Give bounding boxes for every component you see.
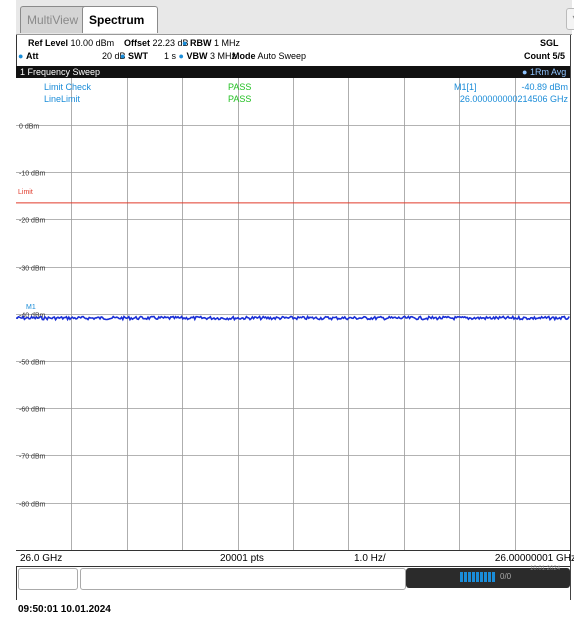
rbw: ● RBW 1 MHz: [182, 38, 240, 48]
screenshot-timestamp: 09:50:01 10.01.2024: [18, 604, 111, 615]
window-title: 1 Frequency Sweep: [20, 67, 101, 77]
limit-check-label: Limit Check: [44, 82, 92, 92]
y-axis-label: -10 dBm: [19, 171, 46, 178]
measurement-settings: Ref Level 10.00 dBm Offset 22.23 dB ● RB…: [18, 35, 570, 65]
marker-name: M1[1]: [454, 82, 477, 92]
ref-level: Ref Level 10.00 dBm: [28, 38, 115, 48]
sgl-indicator: SGL: [540, 38, 559, 48]
start-frequency: 26.0 GHz: [20, 553, 63, 564]
tab-multiview-label: MultiView: [27, 13, 79, 27]
tab-spectrum[interactable]: Spectrum: [82, 6, 158, 33]
window-title-bar: 1 Frequency Sweep ● 1Rm Avg: [16, 66, 570, 78]
progress-bar: [460, 572, 496, 582]
y-axis-label: -60 dBm: [19, 407, 46, 414]
marker-frequency: 26.000000000214506 GHz: [460, 94, 569, 104]
sweep-mode: Mode Auto Sweep: [232, 51, 307, 61]
status-message-field[interactable]: [80, 568, 406, 590]
y-axis-label: -40 dBm: [19, 313, 46, 320]
chevron-down-icon[interactable]: ▾: [566, 8, 574, 30]
swt: ● SWT: [120, 51, 148, 61]
span-per-division: 1.0 Hz/: [354, 553, 386, 564]
spectrum-graph: 0 dBm -10 dBm -20 dBm -30 dBm -40 dBm -50 dBm…: [16, 78, 570, 550]
sweep-count: Count 5/5: [524, 51, 566, 61]
status-value: 0/0: [500, 572, 512, 581]
right-panel-strip: [570, 0, 574, 600]
status-field-left[interactable]: [18, 568, 78, 590]
offset: Offset 22.23 dB: [124, 38, 189, 48]
spectrum-plot[interactable]: 0 dBm -10 dBm -20 dBm -30 dBm -40 dBm -50 dBm…: [16, 78, 570, 550]
tab-multiview[interactable]: MultiView: [20, 6, 94, 50]
tab-spectrum-label: Spectrum: [89, 13, 145, 27]
limit-line-label: Limit: [18, 189, 33, 196]
trace-indicator: ● 1Rm Avg: [522, 67, 567, 77]
left-panel-strip: [0, 0, 17, 600]
tab-bar: MultiView Spectrum ▾: [16, 0, 574, 50]
spectrum-trace: [16, 314, 570, 322]
line-limit-label: LineLimit: [44, 94, 81, 104]
marker-tag: M1: [26, 304, 36, 311]
swt-value: 1 s ● VBW 3 MHz: [164, 51, 237, 61]
y-axis-label: -70 dBm: [19, 454, 46, 461]
y-axis-label: 0 dBm: [19, 124, 39, 131]
sweep-points: 20001 pts: [220, 553, 264, 564]
vertical-gridlines: [71, 78, 516, 550]
y-axis-label: -80 dBm: [19, 502, 46, 509]
stop-frequency: 26.00000001 GHz: [494, 553, 574, 564]
att: ● Att: [18, 51, 39, 61]
line-limit-result: PASS: [228, 94, 251, 104]
att-value: 20 dB: [102, 51, 126, 61]
y-axis-labels: 0 dBm -10 dBm -20 dBm -30 dBm -40 dBm -50 dBm…: [19, 124, 46, 509]
horizontal-gridlines: [16, 125, 570, 504]
limit-check-result: PASS: [228, 82, 251, 92]
marker-level: -40.89 dBm: [521, 82, 568, 92]
plot-footer: 26.0 GHz 20001 pts 1.0 Hz/ 26.00000001 G…: [16, 550, 574, 567]
y-axis-label: -20 dBm: [19, 218, 46, 225]
y-axis-label: -30 dBm: [19, 266, 46, 273]
y-axis-label: -50 dBm: [19, 360, 46, 367]
status-date: 10.01.2024: [530, 566, 561, 572]
